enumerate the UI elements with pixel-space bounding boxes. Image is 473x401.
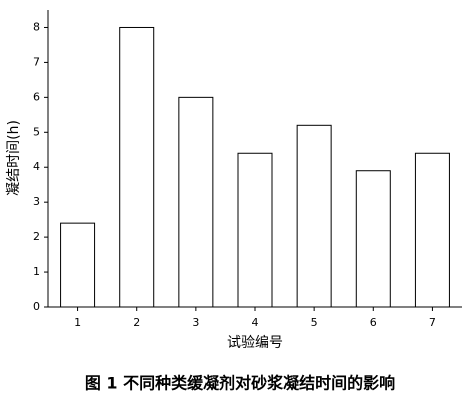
x-tick-label: 2	[133, 316, 140, 329]
bar	[119, 26, 155, 308]
y-axis-label: 凝结时间(h)	[6, 120, 22, 196]
bar	[355, 170, 391, 308]
bar	[296, 124, 332, 308]
y-tick-label: 2	[33, 230, 40, 243]
x-tick-label: 1	[74, 316, 81, 329]
y-tick-label: 8	[33, 20, 40, 33]
x-tick-label: 5	[311, 316, 318, 329]
y-tick-label: 1	[33, 265, 40, 278]
x-axis-label: 试验编号	[227, 335, 283, 351]
bar	[414, 152, 450, 308]
x-tick-label: 7	[429, 316, 436, 329]
y-tick-label: 7	[33, 55, 40, 68]
x-tick-label: 3	[192, 316, 199, 329]
bar	[178, 96, 214, 308]
y-tick-label: 6	[33, 90, 40, 103]
bar	[60, 222, 96, 308]
y-tick-label: 0	[33, 300, 40, 313]
x-tick-label: 6	[370, 316, 377, 329]
y-tick-label: 5	[33, 125, 40, 138]
y-tick-label: 3	[33, 195, 40, 208]
caption: 图 1 不同种类缓凝剂对砂浆凝结时间的影响	[85, 374, 395, 393]
x-tick-label: 4	[252, 316, 259, 329]
bar	[237, 152, 273, 308]
y-tick-label: 4	[33, 160, 40, 173]
